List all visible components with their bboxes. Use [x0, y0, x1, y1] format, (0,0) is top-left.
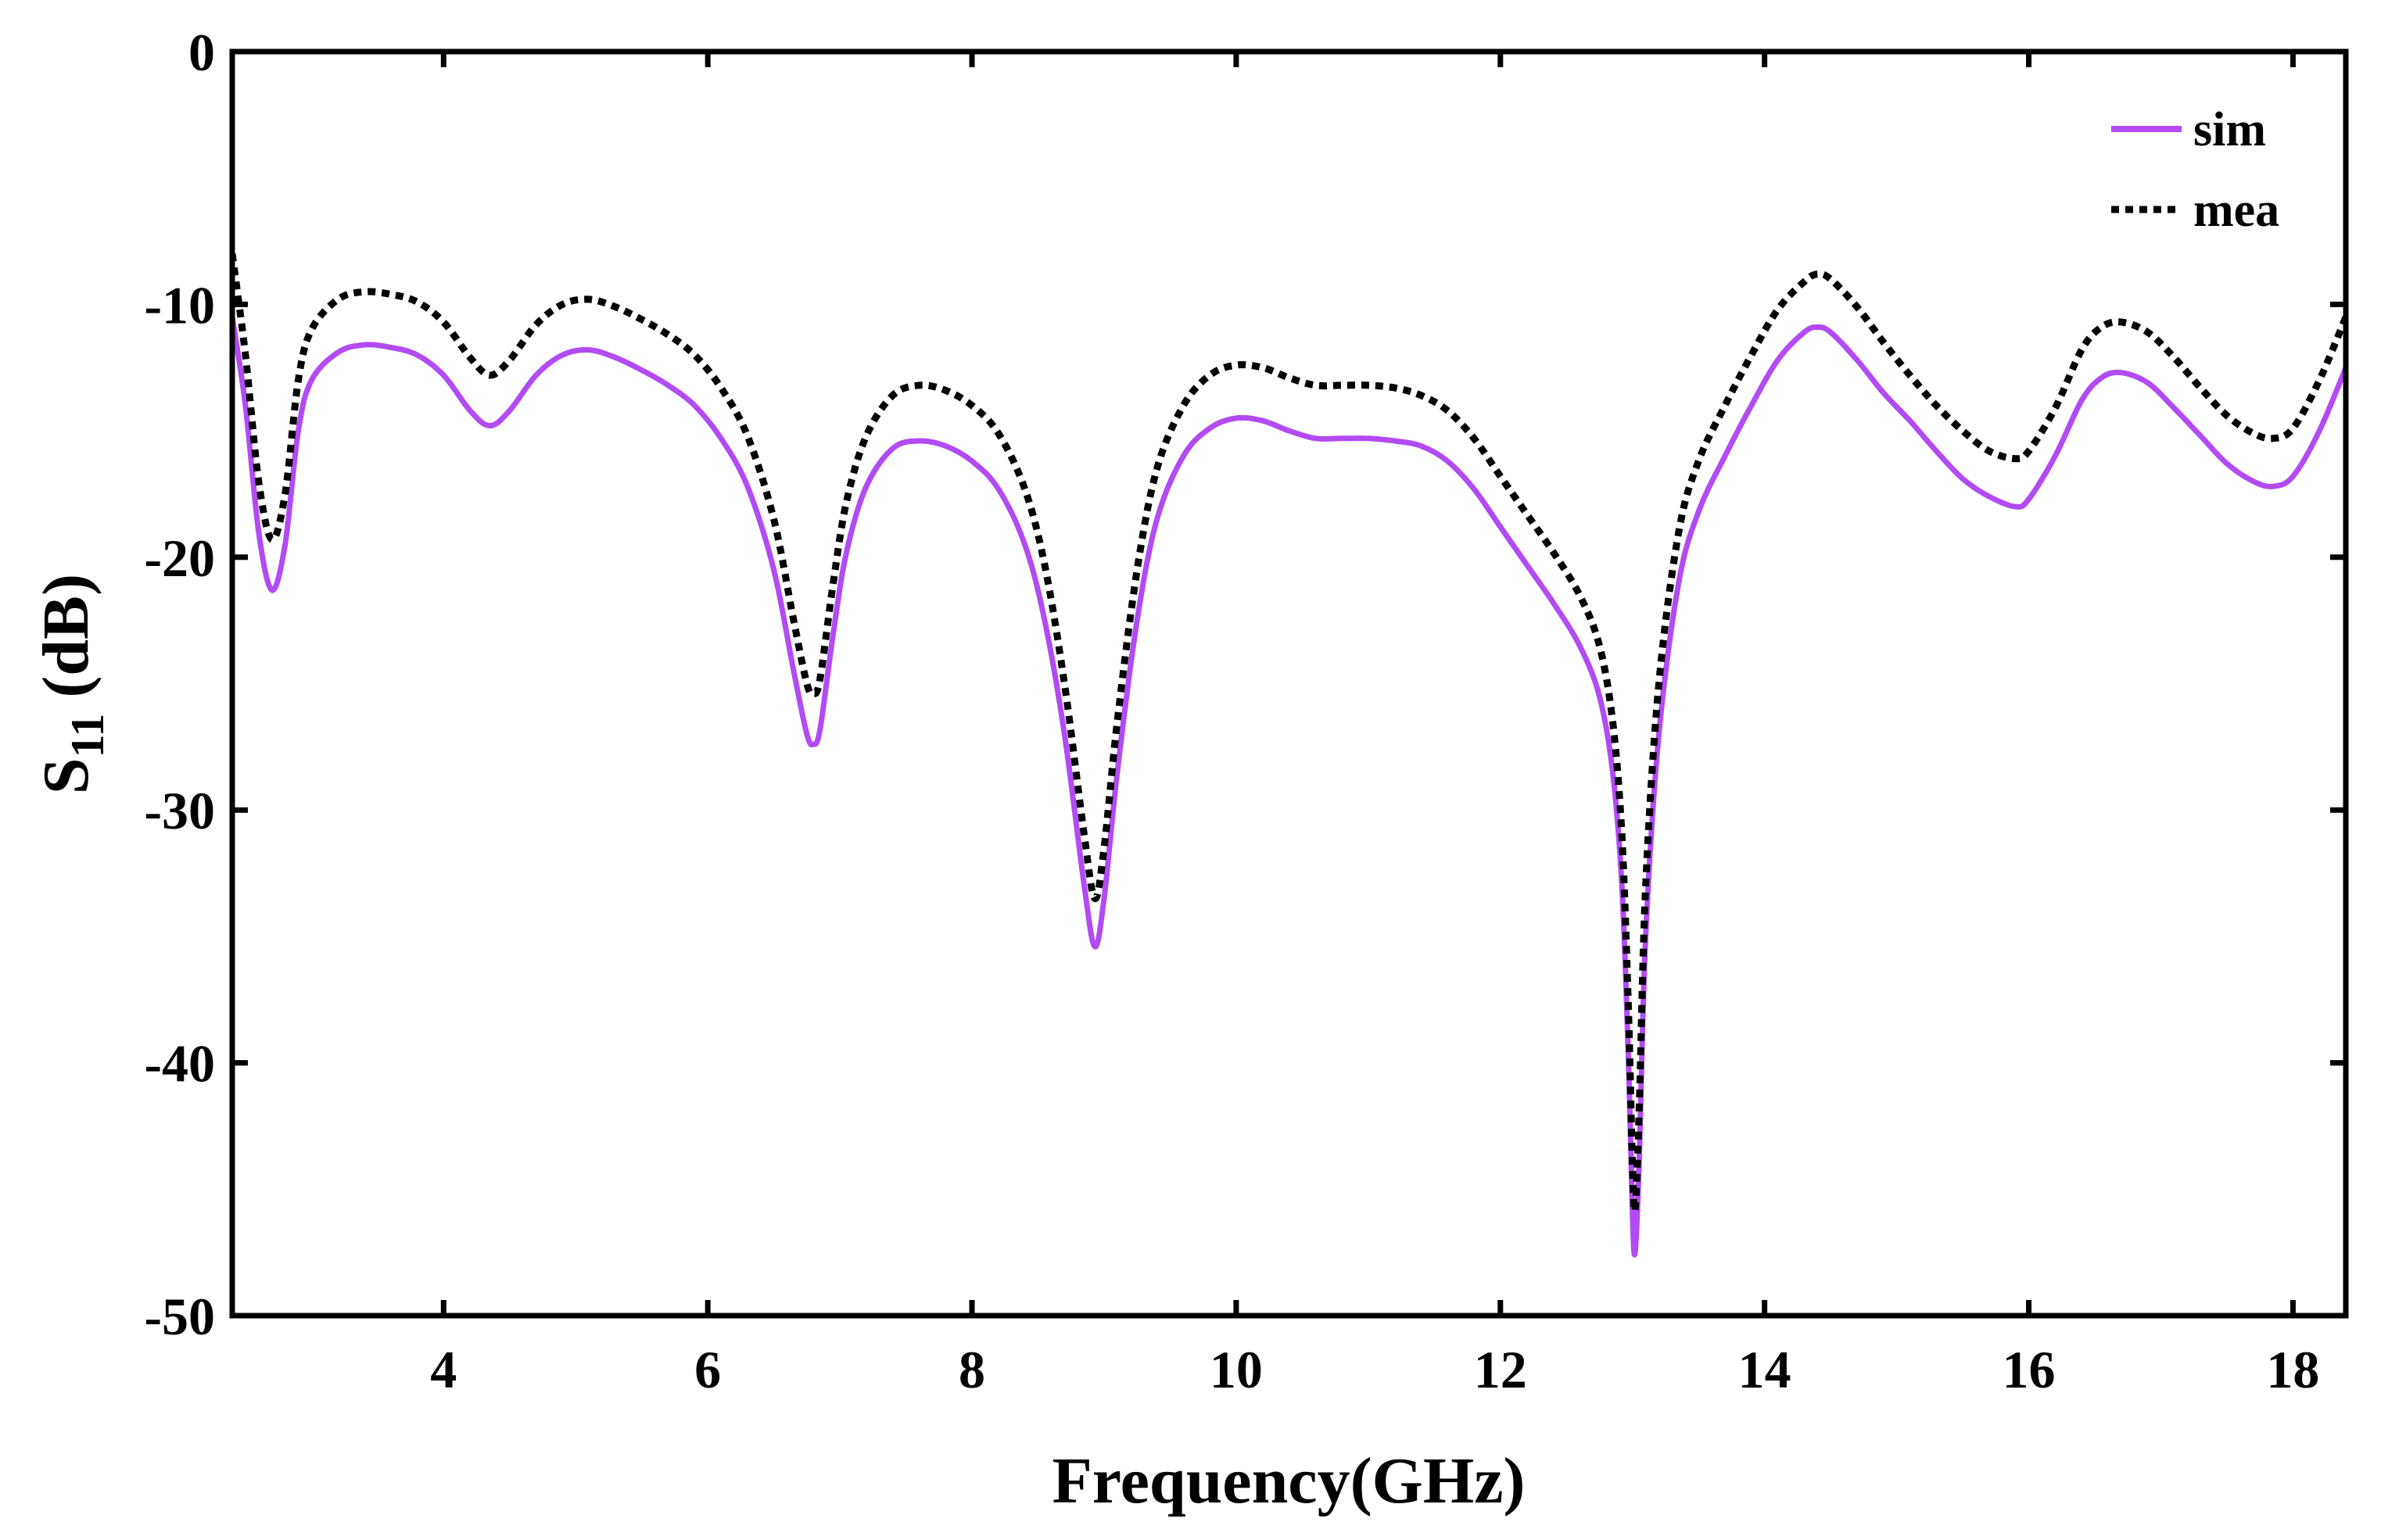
y-tick-label: 0 — [188, 23, 215, 82]
y-axis-title: S11 (dB) — [30, 574, 113, 794]
series-layer — [232, 253, 2346, 1258]
x-tick-label: 14 — [1738, 1340, 1791, 1399]
legend-label-sim: sim — [2193, 103, 2266, 156]
legend: sim mea — [2111, 103, 2279, 237]
series-line-mea — [232, 253, 2346, 1215]
y-tick-label: -20 — [144, 528, 215, 588]
y-tick-labels: 0 -10 -20 -30 -40 -50 — [144, 23, 215, 1346]
plot-area — [229, 48, 2349, 1319]
x-tick-label: 12 — [1474, 1340, 1527, 1399]
y-axis-title-unit: (dB) — [30, 574, 102, 698]
legend-label-mea: mea — [2193, 184, 2279, 237]
y-tick-label: -40 — [144, 1034, 215, 1094]
y-axis-title-subscript: 11 — [62, 714, 113, 758]
x-tick-labels: 4 6 8 10 12 14 16 18 — [430, 1340, 2319, 1399]
y-tick-label: -10 — [144, 275, 215, 335]
series-line-sim — [232, 314, 2346, 1258]
x-tick-label: 16 — [2003, 1340, 2056, 1399]
y-axis-title-main: S — [30, 757, 102, 794]
y-tick-label: -30 — [144, 781, 215, 840]
x-tick-label: 18 — [2266, 1340, 2319, 1399]
plot-background — [232, 52, 2346, 1316]
y-tick-label: -50 — [144, 1287, 215, 1346]
plot-frame — [229, 48, 2349, 1319]
x-axis-title: Frequency(GHz) — [1052, 1445, 1526, 1517]
x-tick-label: 8 — [959, 1340, 985, 1399]
x-tick-label: 10 — [1210, 1340, 1263, 1399]
x-tick-label: 4 — [430, 1340, 457, 1399]
x-tick-label: 6 — [694, 1340, 721, 1399]
